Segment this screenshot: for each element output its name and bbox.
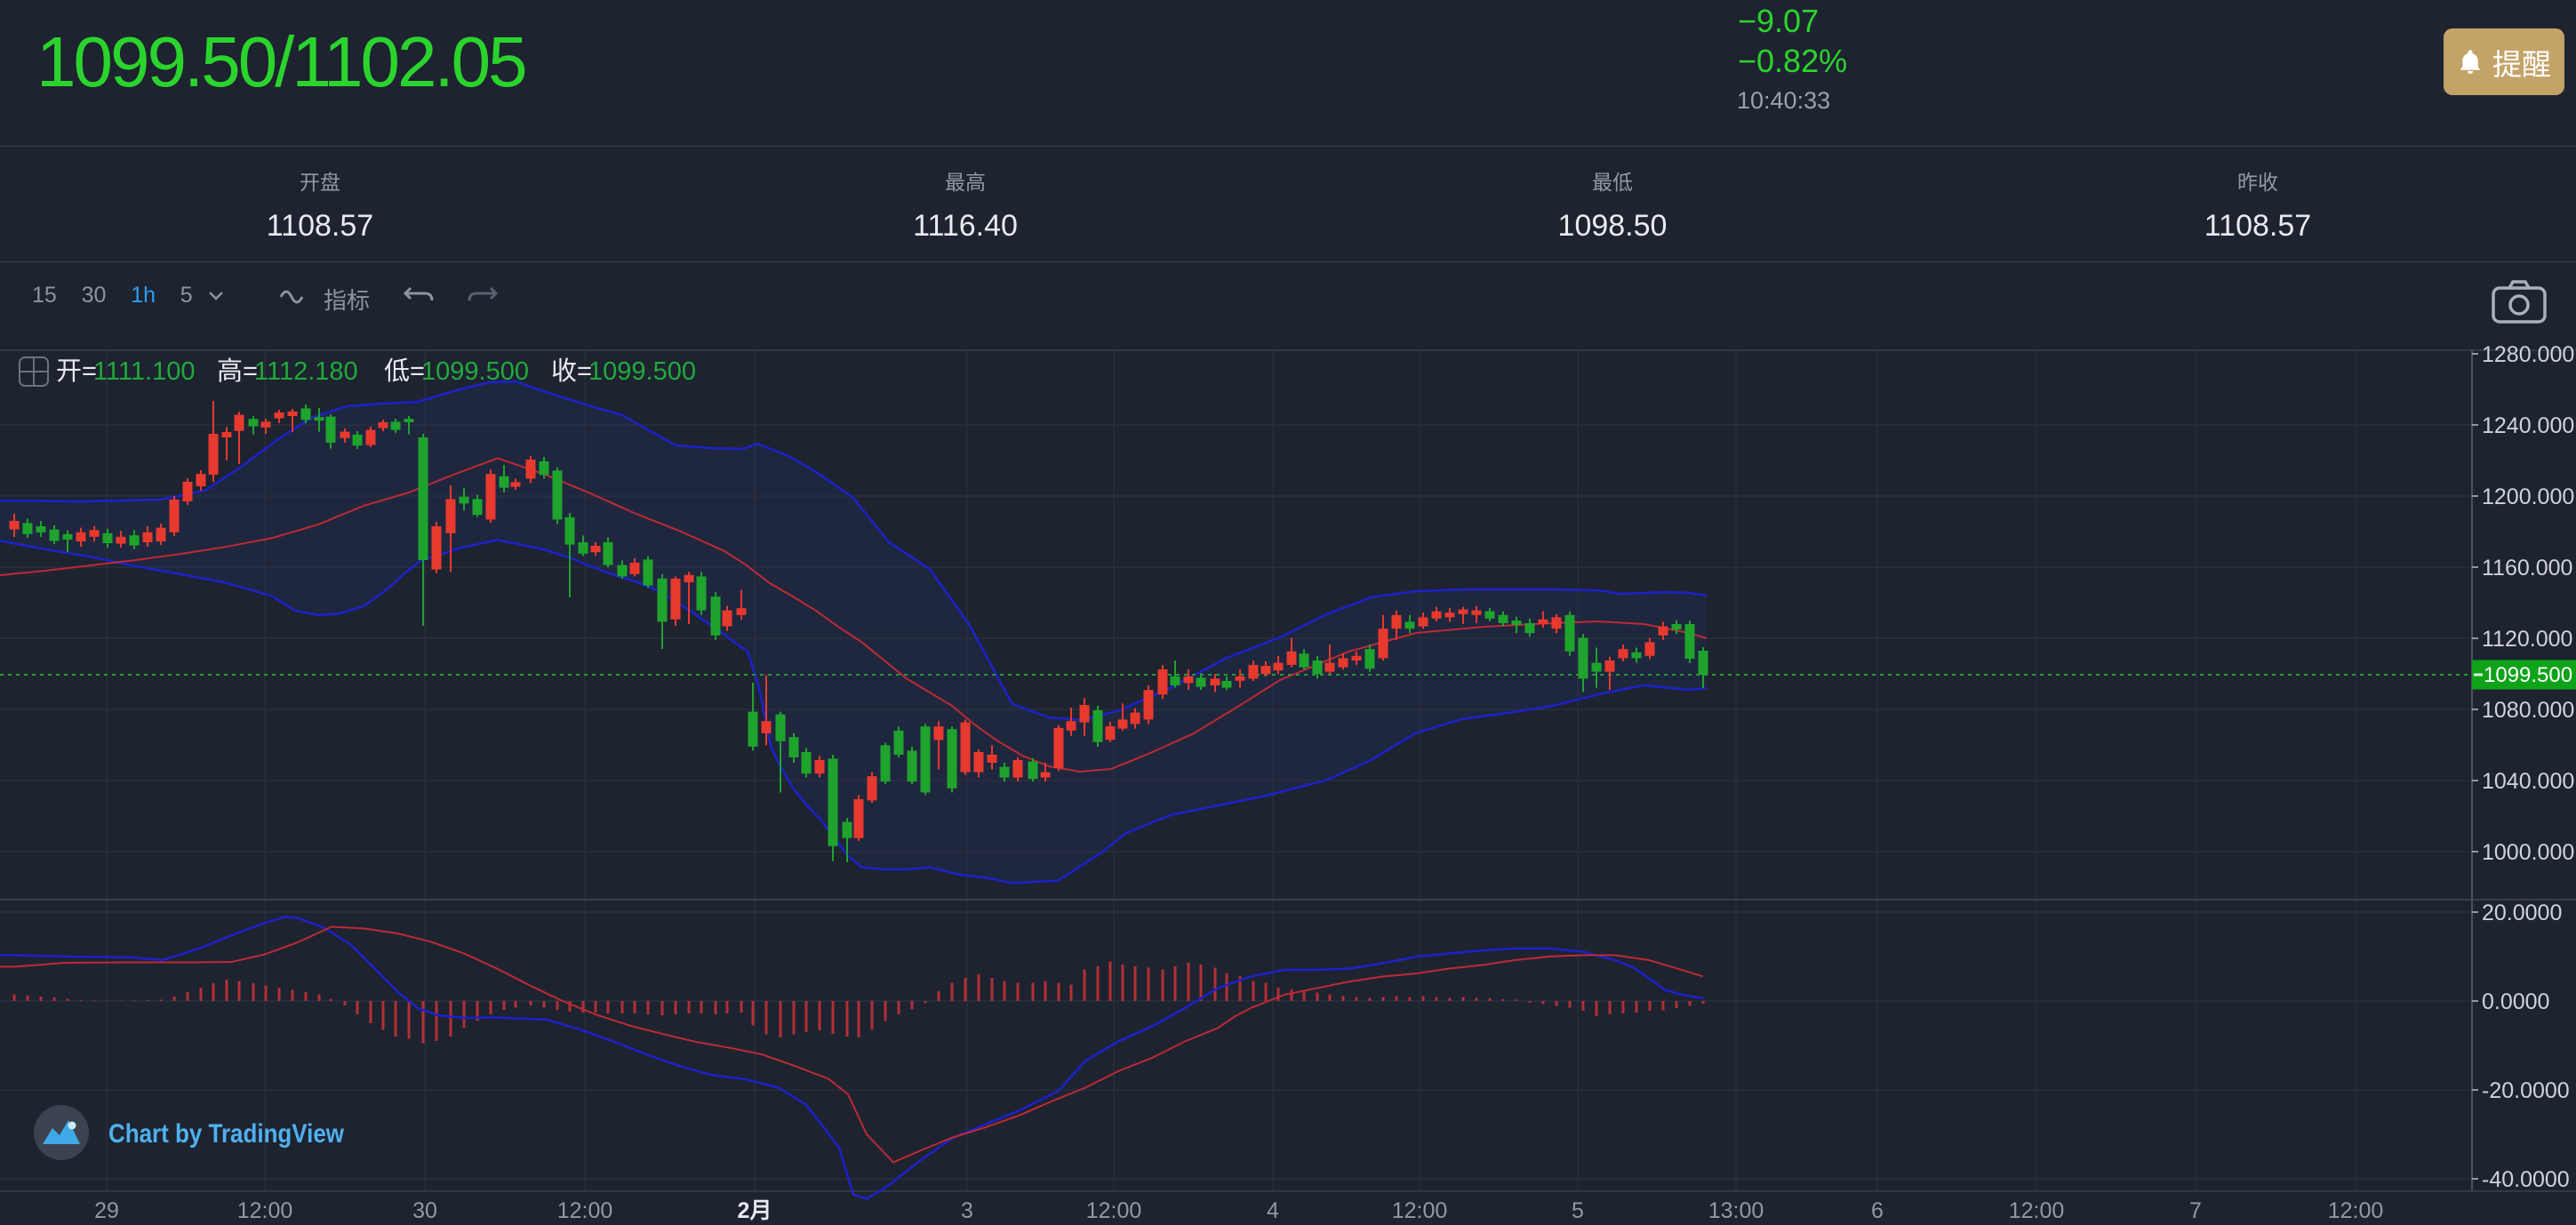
svg-text:12:00: 12:00	[1086, 1198, 1142, 1223]
svg-text:29: 29	[94, 1198, 119, 1223]
svg-text:5: 5	[1572, 1198, 1584, 1223]
svg-text:30: 30	[412, 1198, 437, 1223]
svg-text:1000.000: 1000.000	[2482, 840, 2574, 865]
svg-text:12:00: 12:00	[557, 1198, 613, 1223]
svg-text:12:00: 12:00	[2328, 1198, 2384, 1223]
svg-text:2月: 2月	[738, 1198, 772, 1223]
svg-text:20.0000: 20.0000	[2482, 901, 2562, 925]
svg-text:4: 4	[1267, 1198, 1279, 1223]
svg-text:1111.100: 1111.100	[93, 357, 196, 386]
svg-text:12:00: 12:00	[2009, 1198, 2065, 1223]
svg-text:0.0000: 0.0000	[2482, 989, 2549, 1014]
svg-text:开=: 开=	[56, 357, 97, 386]
svg-text:1099.500: 1099.500	[2484, 663, 2572, 687]
svg-text:-40.0000: -40.0000	[2482, 1167, 2570, 1192]
svg-text:7: 7	[2189, 1198, 2202, 1223]
svg-text:6: 6	[1871, 1198, 1884, 1223]
svg-text:1200.000: 1200.000	[2482, 484, 2574, 509]
svg-text:1112.180: 1112.180	[254, 357, 358, 386]
svg-text:收=: 收=	[551, 356, 592, 386]
svg-text:高=: 高=	[217, 356, 258, 386]
svg-text:低=: 低=	[384, 356, 425, 386]
svg-text:1080.000: 1080.000	[2482, 698, 2574, 723]
svg-text:1040.000: 1040.000	[2482, 769, 2574, 794]
svg-text:13:00: 13:00	[1708, 1198, 1764, 1223]
svg-text:1160.000: 1160.000	[2482, 556, 2572, 580]
svg-text:1120.000: 1120.000	[2482, 627, 2572, 652]
svg-text:-20.0000: -20.0000	[2482, 1078, 2570, 1103]
svg-text:12:00: 12:00	[1392, 1198, 1448, 1223]
svg-text:1280.000: 1280.000	[2482, 342, 2574, 367]
svg-text:3: 3	[961, 1198, 973, 1223]
svg-text:Chart by TradingView: Chart by TradingView	[108, 1119, 345, 1149]
svg-text:1099.500: 1099.500	[588, 357, 696, 386]
svg-text:1240.000: 1240.000	[2482, 413, 2574, 438]
svg-text:1099.500: 1099.500	[421, 357, 529, 386]
svg-text:12:00: 12:00	[237, 1198, 293, 1223]
